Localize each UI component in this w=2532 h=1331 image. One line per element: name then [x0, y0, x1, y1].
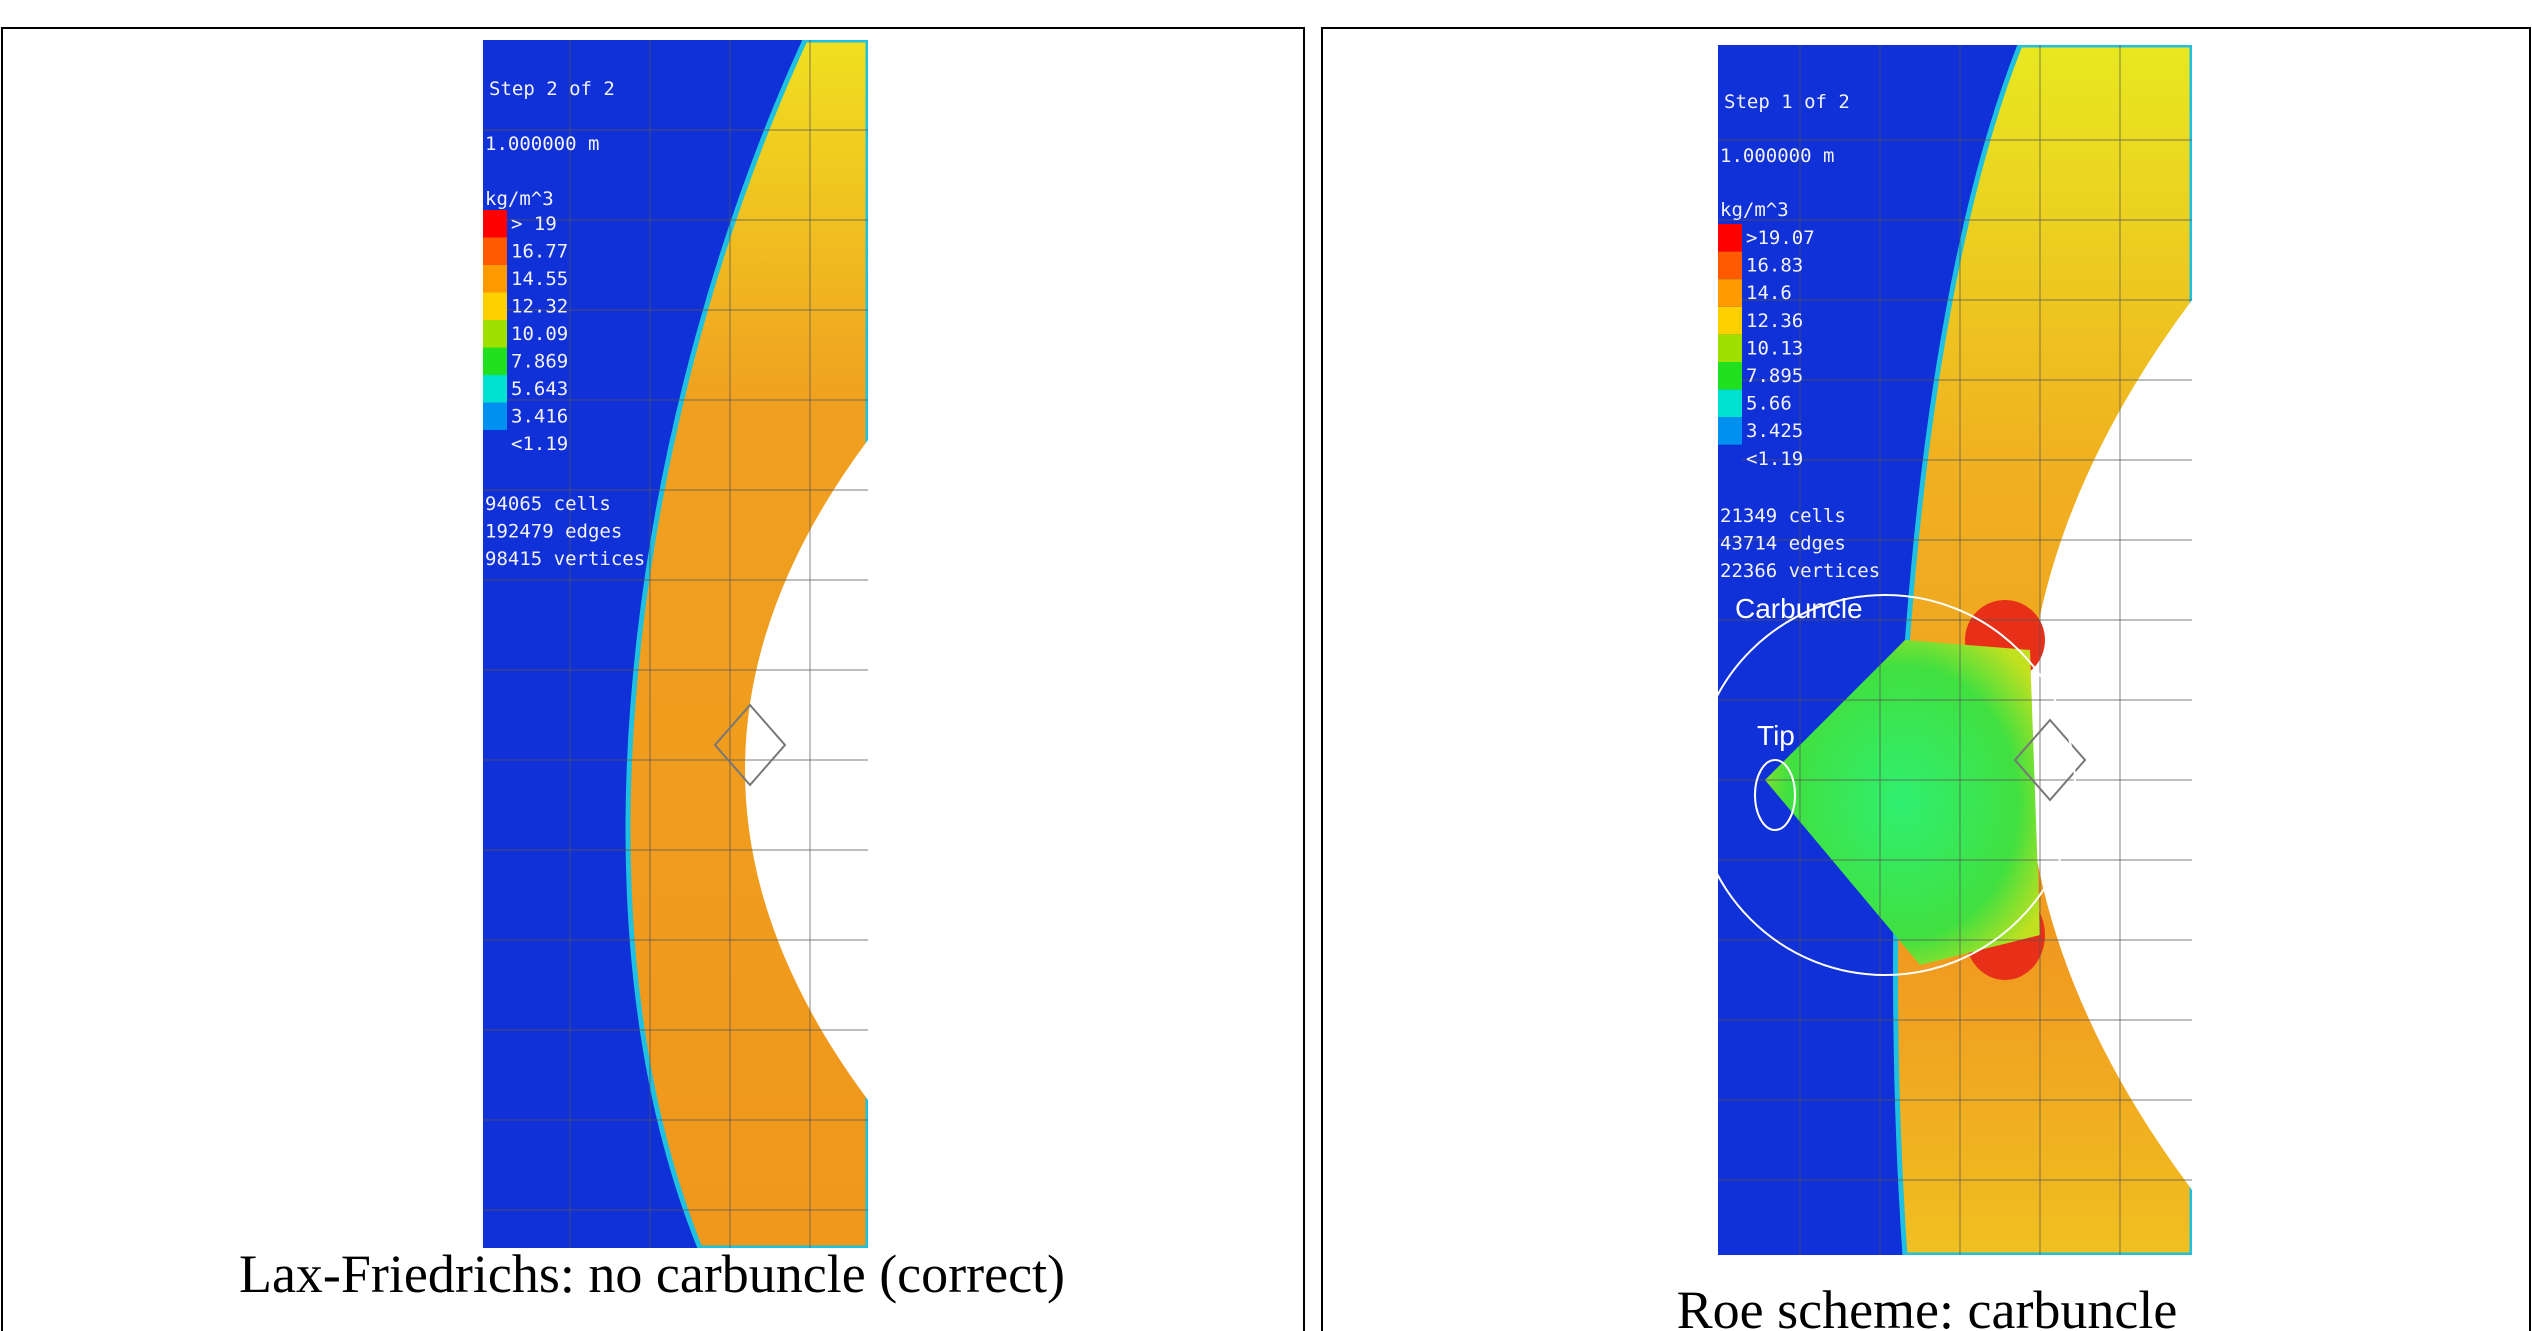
legend-label: >19.07	[1746, 227, 1815, 249]
legend-label: 14.55	[511, 268, 568, 290]
legend-label: 5.66	[1746, 393, 1792, 415]
legend-swatch	[483, 347, 507, 375]
caption: Roe scheme: carbuncle	[1677, 1280, 2178, 1331]
legend-swatch	[1718, 362, 1742, 390]
labels: Step 2 of 2 1.000000 m kg/m^3 > 19 16.77 14.5…	[239, 78, 2177, 1331]
legend-label: 10.09	[511, 323, 568, 345]
legend-swatch	[1718, 306, 1742, 335]
legend-label: <1.19	[511, 433, 568, 455]
unit-label: kg/m^3	[485, 188, 554, 210]
legend-swatch	[1718, 444, 1742, 473]
simulation-image	[483, 40, 868, 1248]
legend-swatch	[1718, 334, 1742, 362]
legend-label: <1.19	[1746, 448, 1803, 470]
legend-label: 14.6	[1746, 282, 1792, 304]
legend-label: 16.77	[511, 241, 568, 263]
legend-label: 5.643	[511, 378, 568, 400]
step-label: Step 2 of 2	[489, 78, 615, 100]
legend-label: 12.32	[511, 296, 568, 318]
legend-swatch	[1718, 417, 1742, 445]
legend-swatch	[483, 210, 507, 238]
scale-label: 1.000000 m	[485, 133, 599, 155]
legend-swatch	[1718, 251, 1742, 280]
legend-label: 7.869	[511, 351, 568, 373]
legend-label: 10.13	[1746, 337, 1803, 359]
caption: Lax-Friedrichs: no carbuncle (correct)	[239, 1244, 1065, 1304]
legend-swatch	[1718, 224, 1742, 252]
legend-swatch	[1718, 279, 1742, 307]
unit-label: kg/m^3	[1720, 199, 1789, 221]
mesh-stat: 43714 edges	[1720, 533, 1846, 555]
legend-label: 7.895	[1746, 365, 1803, 387]
panel-frame	[1321, 27, 2531, 1331]
annotation: Carbuncle	[1735, 593, 1863, 624]
legend-label: 3.425	[1746, 420, 1803, 442]
legend-swatch	[483, 292, 507, 320]
mesh-stat: 98415 vertices	[485, 548, 645, 570]
legend-label: 3.416	[511, 406, 568, 428]
scale-label: 1.000000 m	[1720, 145, 1834, 167]
legend-label: > 19	[511, 213, 557, 235]
mesh-stat: 21349 cells	[1720, 505, 1846, 527]
legend-swatch	[483, 320, 507, 348]
legend-swatch	[483, 402, 507, 430]
step-label: Step 1 of 2	[1724, 91, 1850, 113]
legend-swatch	[483, 375, 507, 403]
legend-swatch	[483, 265, 507, 293]
legend-label: 16.83	[1746, 255, 1803, 277]
legend-swatch	[1718, 389, 1742, 418]
annotation: Tip	[1757, 720, 1795, 751]
mesh-stat: 192479 edges	[485, 521, 622, 543]
legend-swatch	[483, 237, 507, 265]
legend-swatch	[483, 430, 507, 458]
legend-label: 12.36	[1746, 310, 1803, 332]
simulation-image	[1718, 45, 2192, 1255]
panel-frame	[1, 27, 1305, 1331]
mesh-stat: 22366 vertices	[1720, 560, 1880, 582]
mesh-stat: 94065 cells	[485, 493, 611, 515]
